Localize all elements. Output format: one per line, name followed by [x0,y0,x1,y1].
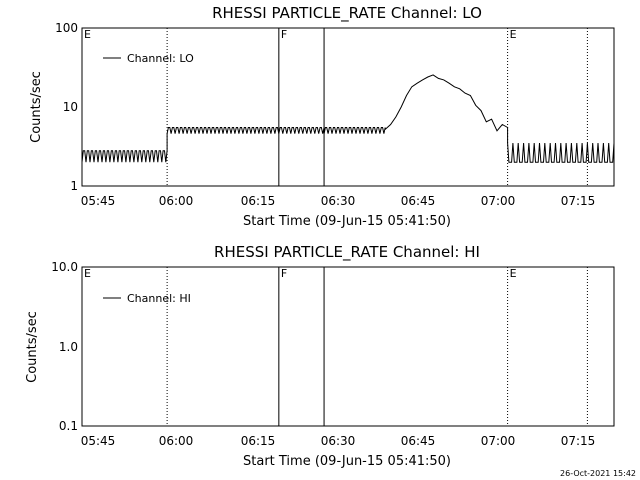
panel-lo-xlabel: Start Time (09-Jun-15 05:41:50) [243,214,451,229]
panel-hi-xlabel: Start Time (09-Jun-15 05:41:50) [243,454,451,469]
panel-lo-ytick-1: 1 [70,179,78,193]
panel-lo-xtick-0715: 07:15 [561,194,596,208]
panel-hi-y-axis: 0.1 1.0 10.0 [51,260,78,433]
marker-label-0-0: E [84,28,91,41]
footer-timestamp: 26-Oct-2021 15:42 [560,469,636,478]
panel-lo-ylabel: Counts/sec [29,71,44,143]
panel-hi-title: RHESSI PARTICLE_RATE Channel: HI [214,243,480,262]
panel-lo-y-axis: 1 10 100 [55,21,78,193]
panel-lo: RHESSI PARTICLE_RATE Channel: LO Counts/… [29,4,615,229]
panel-lo-xtick-0700: 07:00 [481,194,516,208]
panel-hi-xtick-0715: 07:15 [561,434,596,448]
panel-hi-xtick-0615: 06:15 [241,434,276,448]
marker-label-1-2: F [281,267,287,280]
panel-lo-legend: Channel: LO [103,52,194,65]
panel-hi-xtick-0700: 07:00 [481,434,516,448]
panel-lo-legend-label: Channel: LO [127,52,194,65]
marker-label-1-4: E [510,267,517,280]
panel-hi-xtick-0645: 06:45 [401,434,436,448]
panel-lo-ytick-100: 100 [55,21,78,35]
panel-hi-legend: Channel: HI [103,292,191,305]
panel-lo-title: RHESSI PARTICLE_RATE Channel: LO [212,4,482,23]
panel-hi: RHESSI PARTICLE_RATE Channel: HI Counts/… [25,243,615,469]
panel-lo-xtick-0645: 06:45 [401,194,436,208]
panel-hi-plot-frame [81,266,615,427]
marker-label-0-4: E [510,28,517,41]
panel-hi-xtick-0545: 05:45 [81,434,116,448]
panel-hi-xtick-0630: 06:30 [321,434,356,448]
panel-lo-xtick-0630: 06:30 [321,194,356,208]
panel-hi-ytick-0.1: 0.1 [59,419,78,433]
panel-hi-ylabel: Counts/sec [25,311,40,383]
marker-label-0-2: F [281,28,287,41]
panel-hi-x-axis: 05:45 06:00 06:15 06:30 06:45 07:00 07:1… [81,434,596,448]
panel-hi-ytick-1.0: 1.0 [59,340,78,354]
panel-lo-xtick-0600: 06:00 [159,194,194,208]
marker-label-1-0: E [84,267,91,280]
panel-hi-legend-label: Channel: HI [127,292,191,305]
series-line-lo [81,74,615,163]
panel-lo-xtick-0615: 06:15 [241,194,276,208]
panel-lo-x-axis: 05:45 06:00 06:15 06:30 06:45 07:00 07:1… [81,194,596,208]
panel-lo-series [81,74,615,163]
panel-lo-xtick-0545: 05:45 [81,194,116,208]
panel-hi-ytick-10.0: 10.0 [51,260,78,274]
panel-lo-ytick-10: 10 [63,100,78,114]
panel-hi-xtick-0600: 06:00 [159,434,194,448]
